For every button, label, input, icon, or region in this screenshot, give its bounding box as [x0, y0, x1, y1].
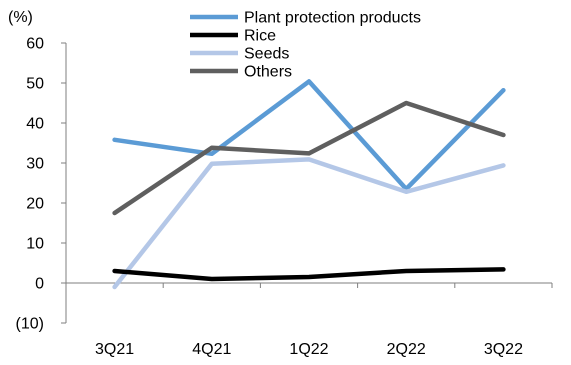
axes [65, 43, 552, 323]
series-line-plant-protection-products [112, 79, 506, 192]
x-axis-ticks: 3Q21 4Q21 1Q22 2Q22 3Q22 [65, 283, 553, 358]
y-tick-label: 20 [26, 196, 44, 213]
y-tick-label: 50 [26, 76, 44, 93]
series-line-rice [112, 267, 506, 282]
x-tick-label: 2Q22 [387, 341, 426, 358]
series-line-others [112, 100, 506, 216]
y-axis-ticks: (10) 0 10 20 30 40 50 60 [16, 36, 66, 333]
y-tick-label: 60 [26, 36, 44, 53]
y-tick-label: 30 [26, 156, 44, 173]
legend-label-others: Others [244, 64, 292, 81]
series-line-seeds [112, 157, 506, 290]
legend-label-rice: Rice [244, 28, 276, 45]
x-tick-label: 3Q21 [95, 341, 134, 358]
y-tick-label: (10) [16, 316, 44, 333]
y-tick-label: 40 [26, 116, 44, 133]
x-tick-label: 3Q22 [484, 341, 523, 358]
y-axis-unit-label: (%) [8, 9, 33, 26]
legend-label-seeds: Seeds [244, 46, 289, 63]
series-lines [112, 79, 506, 290]
x-tick-label: 4Q21 [192, 341, 231, 358]
y-tick-label: 10 [26, 236, 44, 253]
x-tick-label: 1Q22 [289, 341, 328, 358]
legend-label-plant-protection-products: Plant protection products [244, 10, 421, 27]
y-tick-label: 0 [35, 276, 44, 293]
